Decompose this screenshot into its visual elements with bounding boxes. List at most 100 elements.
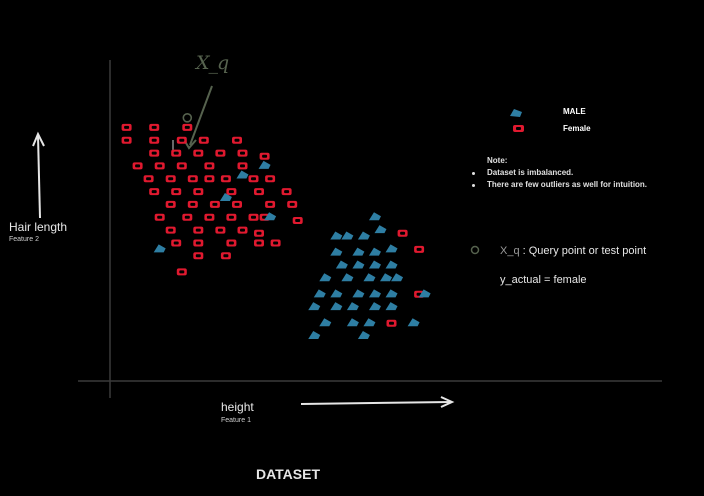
female-point-hole	[284, 190, 290, 194]
female-point-hole	[400, 231, 406, 235]
male-point	[330, 231, 343, 240]
female-point-hole	[212, 202, 218, 206]
female-point-hole	[240, 151, 245, 155]
female-point-hole	[195, 241, 201, 245]
male-point	[335, 260, 348, 269]
male-point	[319, 273, 332, 282]
male-point	[385, 244, 398, 253]
female-point-hole	[151, 125, 157, 129]
female-point-hole	[195, 228, 201, 232]
female-point-hole	[168, 228, 174, 232]
legend-male-label: MALE	[563, 107, 586, 116]
female-point-hole	[157, 164, 163, 168]
y-axis-sublabel: Feature 2	[9, 236, 39, 243]
note-line-2: There are few outliers as well for intui…	[487, 180, 648, 189]
female-point-hole	[184, 215, 190, 219]
x-axis-label: height	[221, 400, 254, 414]
male-point	[374, 225, 387, 234]
male-point	[368, 302, 381, 311]
query-symbol: X_q	[500, 245, 520, 257]
chart-title: DATASET	[255, 466, 321, 482]
male-point	[236, 170, 249, 179]
female-point-hole	[179, 270, 185, 274]
male-point	[363, 273, 376, 282]
male-point	[330, 289, 343, 298]
male-point	[357, 231, 370, 240]
legend-query-marker	[470, 245, 480, 255]
female-point-hole	[256, 190, 262, 194]
female-point-hole	[295, 219, 301, 222]
female-point-hole	[267, 202, 273, 206]
male-point	[357, 331, 370, 340]
male-point	[330, 302, 343, 311]
female-point-hole	[240, 164, 245, 168]
female-point-hole	[228, 241, 234, 245]
y-actual-label: y_actual = female	[500, 274, 587, 286]
female-point-hole	[168, 202, 174, 206]
note-title: Note:	[487, 156, 508, 165]
query-point	[182, 113, 193, 123]
female-point-hole	[168, 177, 174, 181]
handwritten-query-label: X_q	[196, 52, 229, 74]
male-point	[418, 289, 431, 298]
male-point	[313, 289, 326, 298]
male-point	[352, 289, 365, 298]
female-point-hole	[240, 228, 245, 232]
female-point-hole	[228, 215, 234, 219]
female-point-hole	[256, 231, 262, 235]
male-point	[368, 289, 381, 298]
male-point	[391, 273, 404, 282]
male-point	[346, 302, 359, 311]
note-line-1: Dataset is imbalanced.	[487, 168, 574, 177]
female-point-hole	[256, 241, 262, 245]
female-point-hole	[416, 247, 422, 251]
female-point-hole	[262, 154, 268, 158]
male-point	[258, 160, 271, 169]
male-point	[346, 318, 359, 327]
female-point-hole	[179, 138, 185, 142]
male-point	[368, 212, 381, 221]
legend-female-label: Female	[563, 124, 591, 133]
y-axis-label: Hair length	[9, 220, 68, 234]
x-axis-sublabel: Feature 1	[221, 417, 251, 424]
female-point-hole	[151, 190, 157, 194]
query-text: : Query point or test point	[519, 245, 647, 257]
male-point	[341, 231, 354, 240]
y-arrow	[37, 135, 41, 219]
female-point-hole	[135, 164, 141, 168]
female-point-hole	[234, 138, 240, 142]
male-point	[352, 247, 365, 256]
male-point	[153, 244, 166, 253]
female-point-hole	[206, 164, 212, 168]
male-point	[363, 318, 376, 327]
female-point-hole	[228, 190, 234, 194]
male-point	[219, 193, 232, 202]
female-point-hole	[251, 215, 256, 219]
female-point-hole	[251, 177, 256, 181]
female-point-hole	[151, 151, 157, 155]
female-point-hole	[195, 151, 201, 155]
male-point	[319, 318, 332, 327]
male-point	[308, 331, 321, 340]
female-point-hole	[289, 202, 295, 206]
male-point	[308, 302, 321, 311]
female-point-hole	[151, 138, 157, 142]
female-point-hole	[173, 241, 179, 245]
female-point-hole	[146, 177, 152, 181]
female-point-hole	[223, 177, 229, 181]
x-arrow-head	[440, 396, 455, 408]
female-point-hole	[206, 177, 212, 181]
female-point-hole	[124, 138, 130, 142]
female-point-hole	[267, 177, 273, 181]
legend-male-marker	[510, 109, 522, 117]
female-point-hole	[157, 215, 163, 219]
female-point-hole	[173, 151, 179, 155]
female-point-hole	[217, 151, 223, 155]
female-point-hole	[217, 228, 223, 232]
x-arrow	[300, 401, 452, 405]
query-point-description: X_q : Query point or test point	[500, 245, 646, 257]
annotation-arrow	[189, 85, 213, 146]
female-point-hole	[206, 215, 212, 219]
male-point	[385, 289, 398, 298]
